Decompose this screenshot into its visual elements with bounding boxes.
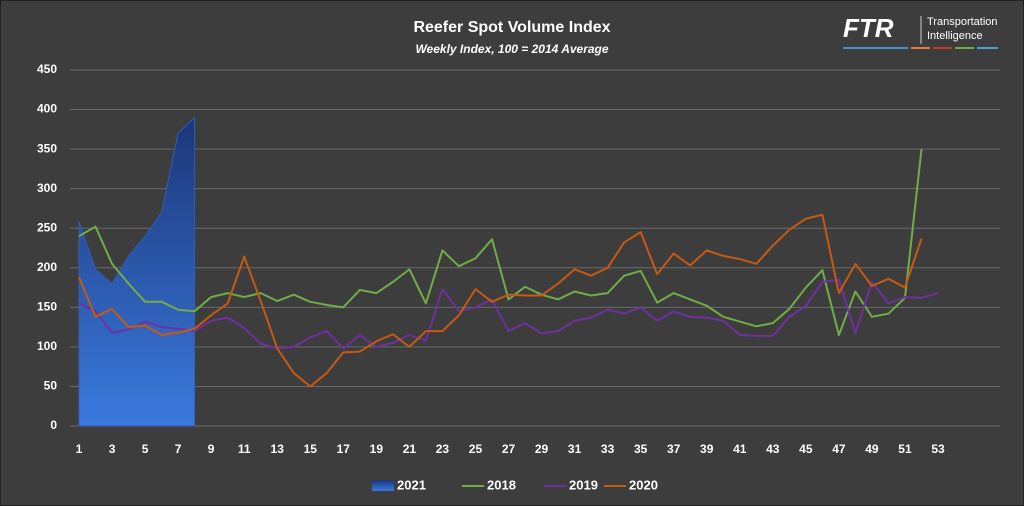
x-tick-label: 11 (238, 442, 251, 456)
x-tick-label: 35 (634, 442, 648, 456)
x-tick-label: 1 (76, 442, 83, 456)
line (78, 278, 939, 350)
legend-item: 2019 (544, 477, 598, 492)
x-tick-label: 43 (766, 442, 780, 456)
logo-tagline: Transportation (927, 16, 998, 28)
x-tick-label: 27 (502, 442, 516, 456)
x-tick-label: 39 (700, 442, 714, 456)
x-tick-label: 47 (832, 442, 846, 456)
logo-name: FTR (843, 13, 894, 43)
y-tick-label: 100 (37, 339, 57, 353)
y-tick-label: 0 (50, 418, 57, 432)
legend-item: 2020 (604, 477, 658, 492)
line (78, 213, 923, 388)
x-tick-label: 29 (535, 442, 549, 456)
y-tick-label: 200 (37, 260, 57, 274)
x-tick-label: 19 (370, 442, 384, 456)
logo: FTR Transportation Intelligence (843, 13, 998, 49)
x-tick-label: 23 (436, 442, 450, 456)
x-tick-label: 5 (142, 442, 149, 456)
legend-label: 2019 (569, 477, 598, 492)
y-tick-label: 50 (44, 379, 58, 393)
legend-item: 2021 (372, 477, 426, 492)
y-tick-label: 250 (37, 220, 57, 234)
legend-label: 2018 (487, 477, 516, 492)
x-tick-label: 41 (733, 442, 747, 456)
x-tick-label: 25 (469, 442, 483, 456)
x-tick-label: 37 (667, 442, 681, 456)
legend-swatch (372, 480, 394, 491)
x-tick-label: 45 (799, 442, 813, 456)
x-tick-label: 17 (337, 442, 351, 456)
legend-item: 2018 (462, 477, 516, 492)
chart-title: Reefer Spot Volume Index (413, 19, 610, 36)
x-tick-label: 33 (601, 442, 615, 456)
y-tick-label: 400 (37, 102, 57, 116)
area (78, 116, 196, 427)
y-tick-label: 150 (37, 300, 57, 314)
legend-label: 2021 (397, 477, 426, 492)
x-tick-label: 9 (208, 442, 215, 456)
x-tick-label: 3 (109, 442, 116, 456)
x-tick-label: 13 (271, 442, 285, 456)
logo-tagline: Intelligence (927, 30, 983, 42)
x-tick-label: 15 (304, 442, 318, 456)
y-tick-label: 450 (37, 62, 57, 76)
x-tick-label: 21 (403, 442, 417, 456)
x-tick-label: 7 (175, 442, 182, 456)
x-tick-label: 51 (898, 442, 912, 456)
x-tick-label: 49 (865, 442, 879, 456)
y-tick-label: 350 (37, 141, 57, 155)
x-tick-label: 31 (568, 442, 582, 456)
y-tick-label: 300 (37, 181, 57, 195)
line (78, 149, 923, 337)
x-tick-label: 53 (931, 442, 945, 456)
chart-subtitle: Weekly Index, 100 = 2014 Average (415, 42, 608, 56)
legend-label: 2020 (629, 477, 658, 492)
